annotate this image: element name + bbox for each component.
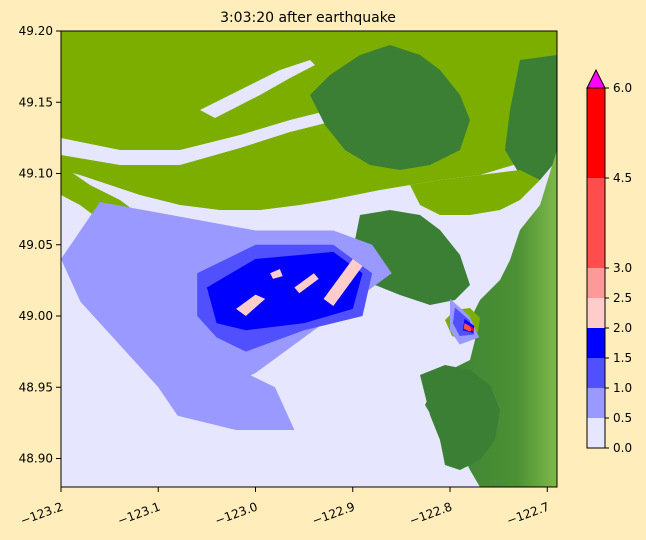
x-tick-label: −123.1 (116, 500, 163, 528)
y-tick-label: 49.05 (19, 238, 53, 252)
colorbar-segment (587, 268, 605, 298)
plot-frame (60, 30, 558, 488)
colorbar-segment (587, 298, 605, 328)
upper-fraser-channel (200, 60, 315, 118)
colorbar-tick-label: 0.5 (613, 411, 632, 425)
white-rock-headland (355, 210, 470, 305)
colorbar-tick-label: 6.0 (613, 81, 632, 95)
eastern-upland (505, 55, 557, 180)
colorbar-segment (587, 178, 605, 268)
colorbar-tick-label: 1.5 (613, 351, 632, 365)
wave-region-surge-4 (270, 269, 283, 279)
wave-region-wet-low-south (158, 358, 295, 430)
wave-region-inlet-peak-a (463, 323, 473, 332)
chart-title: 3:03:20 after earthquake (220, 10, 396, 26)
northern-lowland-east (410, 170, 540, 215)
wave-region-inlet-peak-b (469, 326, 475, 332)
plot-area: −123.2 −123.1 −123.0 −122.9 −122.8 −122.7 48.… (18, 24, 558, 528)
x-tick-label: −123.0 (213, 500, 260, 528)
y-tick-label: 49.15 (19, 95, 53, 109)
fraser-channel (61, 95, 378, 165)
x-tick-label: −123.2 (18, 500, 65, 528)
x-axis: −123.2 −123.1 −123.0 −122.9 −122.8 −122.7 (18, 487, 551, 528)
surrey-highland (310, 45, 470, 170)
colorbar-segment (587, 418, 605, 448)
colorbar-tick-label: 2.5 (613, 291, 632, 305)
wave-region-surge-1 (236, 294, 266, 316)
wave-height-layer (61, 202, 480, 430)
x-tick-label: −122.9 (310, 500, 357, 528)
y-tick-label: 48.90 (19, 452, 53, 466)
colorbar-segment (587, 88, 605, 178)
colorbar-segment (587, 358, 605, 388)
y-tick-label: 49.00 (19, 309, 53, 323)
colorbar-tick-label: 1.0 (613, 381, 632, 395)
colorbar-extend-arrow (586, 68, 606, 89)
colorbar-tick-label: 2.0 (613, 321, 632, 335)
colorbar-segment (587, 388, 605, 418)
y-tick-label: 48.95 (19, 380, 53, 394)
colorbar: 0.0 0.5 1.0 1.5 2.0 2.5 3.0 4.5 6.0 (586, 68, 632, 455)
colorbar-segment (587, 328, 605, 358)
colorbar-tick-label: 4.5 (613, 171, 632, 185)
colorbar-tick-label: 0.0 (613, 441, 632, 455)
wave-region-surge-3 (323, 259, 363, 306)
semiahmoo-point (420, 365, 500, 470)
y-tick-label: 49.20 (19, 24, 53, 38)
x-tick-label: −122.7 (505, 500, 552, 528)
colorbar-tick-label: 3.0 (613, 261, 632, 275)
y-axis: 48.90 48.95 49.00 49.05 49.10 49.15 49.20 (19, 24, 61, 466)
y-tick-label: 49.10 (19, 167, 53, 181)
wave-region-surge-2 (294, 273, 319, 294)
x-tick-label: −122.8 (407, 500, 454, 528)
